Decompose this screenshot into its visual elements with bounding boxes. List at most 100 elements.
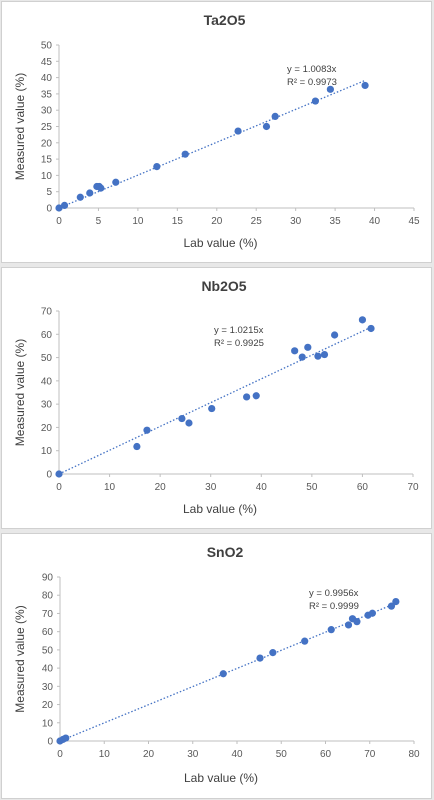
data-point xyxy=(181,150,189,158)
y-tick-label: 70 xyxy=(42,609,54,620)
y-axis-label: Measured value (%) xyxy=(13,339,27,446)
trendline-equation: y = 1.0083x xyxy=(287,64,337,75)
x-tick-label: 20 xyxy=(155,482,167,493)
data-point xyxy=(361,81,369,90)
y-tick-label: 5 xyxy=(46,187,52,198)
y-tick-label: 90 xyxy=(42,573,54,584)
trendline-equation: y = 0.9956x xyxy=(309,588,359,599)
data-point xyxy=(234,127,242,135)
chart-ta2o5: Ta2O5 0 5 10 15 20 25 30 35 40 45 50 0 5 10 15 20 25 30 35 4… xyxy=(13,12,420,250)
trendline-r-squared: R² = 0.9973 xyxy=(287,77,337,88)
y-tick-label: 40 xyxy=(42,664,54,675)
y-tick-label: 10 xyxy=(42,718,54,729)
y-tick-label: 10 xyxy=(41,171,53,182)
data-point xyxy=(301,637,309,645)
data-point xyxy=(219,670,227,678)
data-point xyxy=(353,618,361,626)
x-tick-label: 30 xyxy=(205,482,217,493)
chart-sno2: SnO2 0 10 20 30 40 50 60 70 80 90 0 10 20 30 40 50 60 70 80… xyxy=(13,544,420,785)
x-tick-label: 10 xyxy=(104,482,116,493)
y-tick-label: 20 xyxy=(41,138,53,149)
x-tick-label: 20 xyxy=(211,216,223,227)
trendline-r-squared: R² = 0.9925 xyxy=(214,338,264,349)
data-point xyxy=(331,331,339,339)
y-tick-label: 0 xyxy=(47,737,53,748)
y-tick-label: 10 xyxy=(41,446,53,457)
data-point xyxy=(143,426,151,434)
y-tick-label: 0 xyxy=(46,470,52,481)
y-tick-label: 25 xyxy=(41,122,53,133)
data-point xyxy=(368,609,377,617)
data-point xyxy=(304,343,312,351)
data-point xyxy=(271,112,279,120)
y-tick-label: 50 xyxy=(42,645,54,656)
data-point xyxy=(76,193,84,201)
data-point xyxy=(62,734,70,742)
data-point xyxy=(243,393,251,401)
chart-panel-ta2o5: Ta2O5 0 5 10 15 20 25 30 35 40 45 50 0 5 10 15 20 25 30 35 4… xyxy=(1,1,432,263)
x-tick-label: 20 xyxy=(143,749,155,760)
data-point xyxy=(133,442,141,451)
chart-title: SnO2 xyxy=(207,544,244,560)
y-tick-label: 30 xyxy=(41,400,53,411)
data-point xyxy=(358,316,367,324)
x-tick-label: 45 xyxy=(408,216,420,227)
data-point xyxy=(153,162,161,171)
x-tick-label: 40 xyxy=(369,216,381,227)
y-tick-label: 80 xyxy=(42,591,54,602)
data-point xyxy=(55,204,63,212)
y-tick-label: 20 xyxy=(42,700,54,711)
chart-panel-nb2o5: Nb2O5 0 10 20 30 40 50 60 70 0 10 20 30 40 50 60 70 Lab v… xyxy=(1,267,432,529)
data-point xyxy=(55,470,63,478)
data-point xyxy=(252,392,260,400)
x-tick-label: 5 xyxy=(96,216,102,227)
data-point xyxy=(112,178,120,186)
data-point xyxy=(392,598,400,606)
data-point xyxy=(298,353,306,361)
trendline xyxy=(59,602,397,742)
x-tick-label: 30 xyxy=(187,749,199,760)
data-point xyxy=(208,404,216,413)
x-tick-label: 35 xyxy=(330,216,342,227)
x-tick-label: 10 xyxy=(99,749,111,760)
trendline xyxy=(58,79,366,209)
data-point xyxy=(97,184,105,192)
trendline xyxy=(58,326,372,475)
data-point xyxy=(314,352,322,360)
x-tick-label: 0 xyxy=(56,482,62,493)
x-tick-label: 15 xyxy=(172,216,184,227)
x-axis-label: Lab value (%) xyxy=(184,771,258,785)
x-axis-label: Lab value (%) xyxy=(183,236,257,250)
data-point xyxy=(344,621,353,629)
x-axis-label: Lab value (%) xyxy=(183,502,257,516)
data-point xyxy=(178,414,186,423)
y-tick-label: 70 xyxy=(41,307,53,318)
data-point xyxy=(320,350,329,359)
y-tick-label: 60 xyxy=(41,330,53,341)
chart-panel-sno2: SnO2 0 10 20 30 40 50 60 70 80 90 0 10 20 30 40 50 60 70 80… xyxy=(1,533,432,799)
data-point xyxy=(269,649,277,657)
y-tick-label: 60 xyxy=(42,627,54,638)
x-tick-label: 0 xyxy=(56,216,62,227)
data-point xyxy=(185,419,193,427)
data-point xyxy=(326,85,334,93)
x-tick-label: 50 xyxy=(276,749,288,760)
x-tick-label: 80 xyxy=(408,749,420,760)
x-tick-label: 30 xyxy=(290,216,302,227)
y-tick-label: 40 xyxy=(41,376,53,387)
y-tick-label: 0 xyxy=(46,204,52,215)
x-tick-label: 70 xyxy=(364,749,376,760)
trendline-r-squared: R² = 0.9999 xyxy=(309,601,359,612)
trendline-equation: y = 1.0215x xyxy=(214,325,264,336)
x-tick-label: 25 xyxy=(251,216,263,227)
x-tick-label: 40 xyxy=(256,482,268,493)
x-tick-label: 60 xyxy=(320,749,332,760)
y-tick-label: 50 xyxy=(41,41,53,52)
data-point xyxy=(60,201,69,209)
x-tick-label: 40 xyxy=(231,749,243,760)
x-tick-label: 10 xyxy=(132,216,144,227)
y-tick-label: 15 xyxy=(41,155,53,166)
y-axis-label: Measured value (%) xyxy=(13,73,27,180)
y-tick-label: 45 xyxy=(41,57,53,68)
x-tick-label: 50 xyxy=(306,482,318,493)
